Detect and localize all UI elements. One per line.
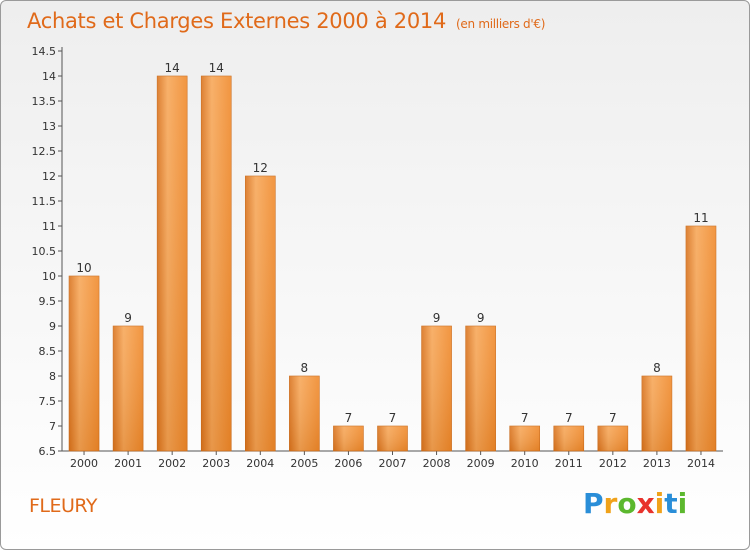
logo-letter: o	[617, 487, 637, 520]
x-tick-label: 2001	[114, 457, 142, 470]
data-label: 7	[609, 411, 617, 425]
data-label: 14	[165, 61, 180, 75]
bar-shade	[289, 376, 320, 451]
chart-unit-note: (en milliers d'€)	[456, 17, 546, 31]
bar-shade	[465, 326, 496, 451]
x-tick-label: 2005	[290, 457, 318, 470]
data-label: 11	[693, 211, 708, 225]
x-tick-label: 2006	[334, 457, 362, 470]
y-tick-label: 14	[42, 70, 56, 83]
y-tick-label: 7.5	[39, 395, 57, 408]
logo-letter: x	[636, 487, 655, 520]
x-tick-label: 2009	[467, 457, 495, 470]
x-tick-label: 2011	[555, 457, 583, 470]
bar-shade	[377, 426, 408, 451]
logo-letter: t	[664, 487, 678, 520]
axes: 6.5 7 7.5 8 8.5 9 9.5 10 10.5 11 11.5 12 12.5 13 13.5 1…	[32, 45, 723, 470]
y-tick-label: 8	[49, 370, 56, 383]
y-tick-label: 7	[49, 420, 56, 433]
data-label: 7	[521, 411, 529, 425]
data-label: 8	[301, 361, 309, 375]
y-tick-label: 14.5	[32, 45, 57, 58]
x-tick-label: 2013	[643, 457, 671, 470]
bar-shade	[421, 326, 452, 451]
chart-title-text: Achats et Charges Externes 2000 à 2014	[27, 9, 447, 33]
logo-letter: i	[654, 487, 665, 520]
bar-shade	[245, 176, 276, 451]
data-label: 9	[124, 311, 132, 325]
y-tick-label: 9.5	[39, 295, 57, 308]
data-label: 7	[565, 411, 573, 425]
x-tick-label: 2012	[599, 457, 627, 470]
x-tick-label: 2010	[511, 457, 539, 470]
x-tick-label: 2003	[202, 457, 230, 470]
logo-letter: r	[603, 487, 618, 520]
y-tick-label: 11	[42, 220, 56, 233]
bar-shade	[553, 426, 584, 451]
bar-shade	[333, 426, 364, 451]
y-tick-label: 6.5	[39, 445, 57, 458]
chart-title: Achats et Charges Externes 2000 à 2014 (e…	[27, 9, 545, 33]
y-tick-label: 11.5	[32, 195, 57, 208]
bar-shade	[157, 76, 188, 451]
bar-shade	[69, 276, 100, 451]
proxiti-logo: Proxiti	[583, 487, 687, 520]
data-label: 7	[389, 411, 397, 425]
data-label: 10	[76, 261, 91, 275]
y-tick-label: 12.5	[32, 145, 57, 158]
data-label: 7	[345, 411, 353, 425]
bar-shade	[597, 426, 628, 451]
logo-letter: P	[583, 487, 604, 520]
x-tick-label: 2002	[158, 457, 186, 470]
logo-letter: i	[677, 487, 688, 520]
y-tick-label: 13.5	[32, 95, 57, 108]
bar-shade	[641, 376, 672, 451]
bar-shade	[201, 76, 232, 451]
x-tick-label: 2000	[70, 457, 98, 470]
x-tick-label: 2008	[423, 457, 451, 470]
y-tick-label: 13	[42, 120, 56, 133]
y-tick-label: 10	[42, 270, 56, 283]
y-tick-label: 12	[42, 170, 56, 183]
y-tick-label: 10.5	[32, 245, 57, 258]
labels-group: 10 9 14 14 12 8 7 7 9 9 7 7 7 8 11	[76, 61, 708, 425]
data-label: 12	[253, 161, 268, 175]
bar-shade	[113, 326, 144, 451]
x-tick-label: 2004	[246, 457, 274, 470]
y-tick-label: 8.5	[39, 345, 57, 358]
bar-shade	[509, 426, 540, 451]
x-tick-label: 2007	[379, 457, 407, 470]
data-label: 9	[433, 311, 441, 325]
bars-group	[68, 75, 717, 452]
data-label: 9	[477, 311, 485, 325]
x-tick-label: 2014	[687, 457, 715, 470]
bar-shade	[685, 226, 716, 451]
place-name: FLEURY	[29, 495, 98, 517]
data-label: 8	[653, 361, 661, 375]
data-label: 14	[209, 61, 224, 75]
y-tick-label: 9	[49, 320, 56, 333]
